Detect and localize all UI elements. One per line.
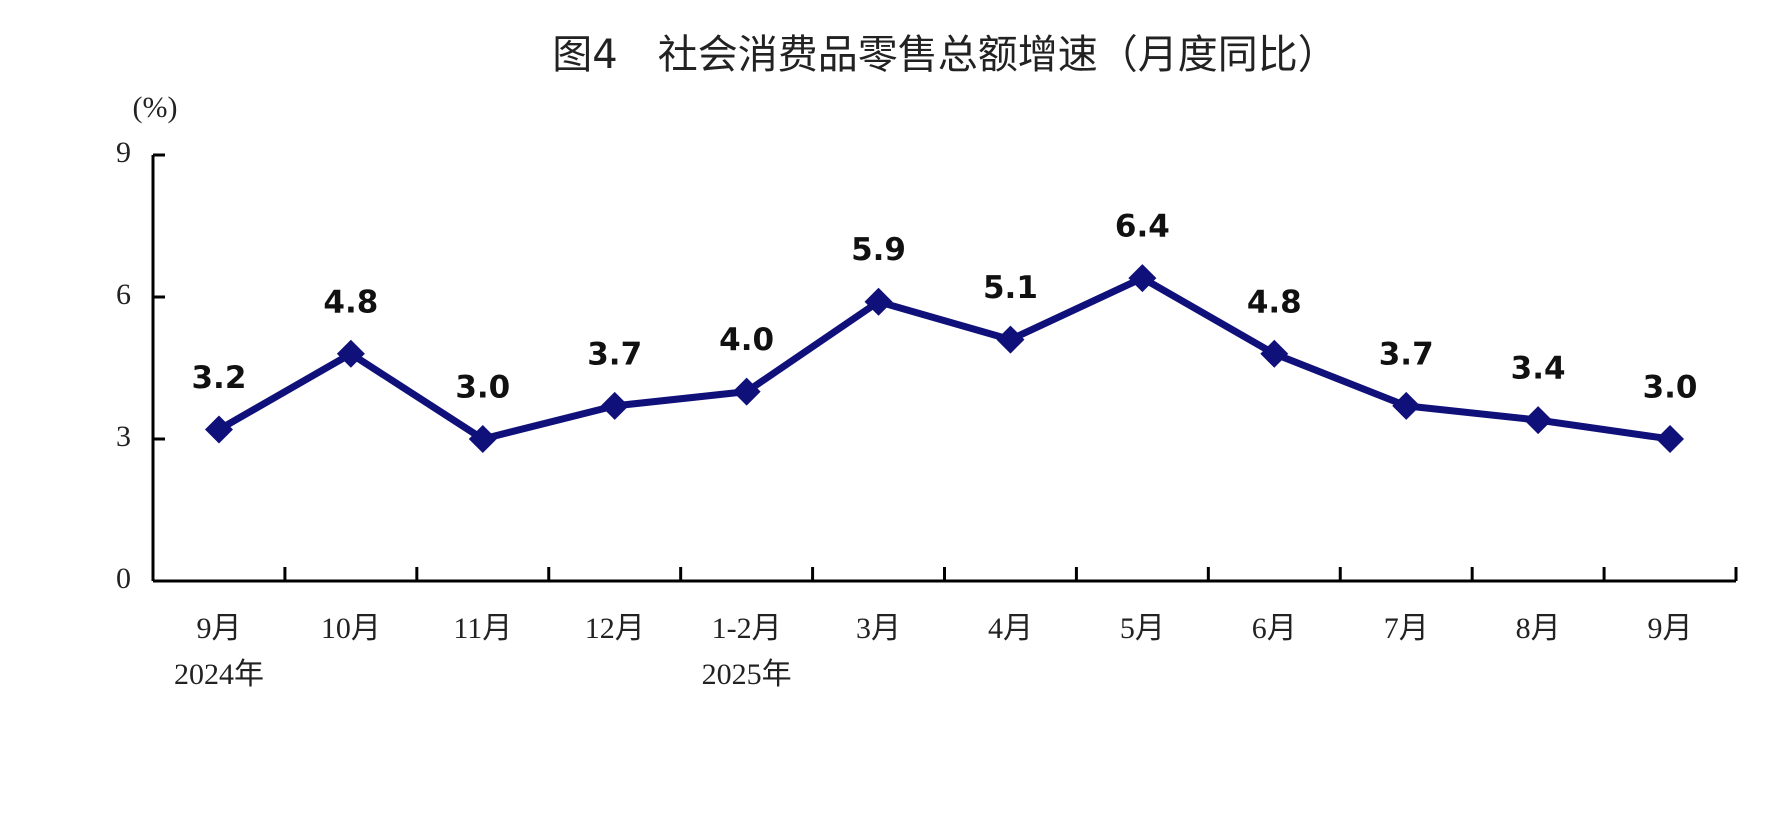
marker [732, 377, 761, 406]
data-label: 6.4 [1115, 209, 1170, 245]
data-label: 3.7 [1379, 336, 1434, 372]
x-tick-label: 11月 [453, 612, 512, 645]
chart-title: 图4 社会消费品零售总额增速（月度同比） [552, 32, 1337, 78]
x-tick-label: 4月 [988, 612, 1033, 645]
x-tick-label: 8月 [1516, 612, 1561, 645]
marker [864, 287, 893, 316]
marker [204, 415, 233, 444]
data-label: 3.0 [455, 370, 510, 406]
x-tick-label: 1-2月 [712, 612, 782, 645]
data-label: 3.2 [191, 360, 246, 396]
x-tick-label: 6月 [1252, 612, 1297, 645]
y-tick-label: 9 [116, 136, 131, 169]
data-label: 4.8 [323, 284, 378, 320]
year-label: 2025年 [702, 658, 792, 691]
y-tick-label: 3 [116, 420, 131, 453]
marker [1128, 264, 1157, 293]
data-label: 3.0 [1643, 370, 1698, 406]
data-label: 3.4 [1511, 351, 1566, 387]
data-label: 4.8 [1247, 284, 1302, 320]
marker [600, 391, 629, 420]
x-tick-label: 10月 [321, 612, 381, 645]
marker [996, 325, 1025, 354]
x-tick-label: 7月 [1384, 612, 1429, 645]
y-tick-label: 6 [116, 278, 131, 311]
x-tick-label: 12月 [585, 612, 645, 645]
x-tick-label: 3月 [856, 612, 901, 645]
y-unit: (%) [133, 91, 178, 124]
marker [336, 339, 365, 368]
x-tick-label: 9月 [1648, 612, 1693, 645]
marker [468, 425, 497, 453]
data-label: 4.0 [719, 322, 774, 358]
year-label: 2024年 [174, 658, 264, 691]
data-label: 5.9 [851, 232, 906, 268]
line [217, 274, 1671, 443]
data-label: 3.7 [587, 336, 642, 372]
y-tick-label: 0 [116, 562, 131, 595]
data-label: 5.1 [983, 270, 1038, 306]
marker [1656, 425, 1685, 453]
marker [1524, 406, 1553, 435]
marker [1260, 339, 1289, 368]
x-tick-label: 5月 [1120, 612, 1165, 645]
x-tick-label: 9月 [196, 612, 241, 645]
marker [1392, 391, 1421, 420]
